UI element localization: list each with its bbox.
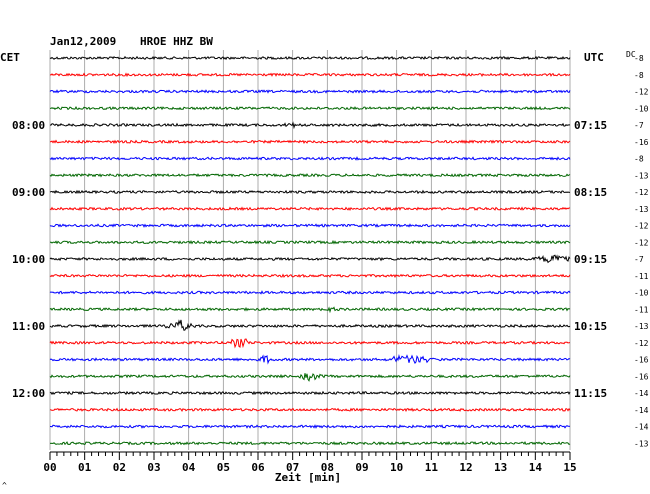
dc-offset-label: -12: [634, 222, 649, 231]
trace-row: [50, 139, 571, 145]
dc-offset-label: -7: [634, 255, 644, 264]
trace-row: [49, 440, 571, 446]
x-tick-label: 13: [494, 461, 507, 474]
dc-offset-label: -8: [634, 71, 644, 80]
left-time-label: 11:00: [12, 320, 45, 333]
dc-offset-label: -12: [634, 339, 649, 348]
x-tick-label: 03: [147, 461, 160, 474]
minute-grid: [49, 50, 571, 450]
trace-row: [49, 373, 571, 382]
x-tick-label: 04: [182, 461, 196, 474]
x-tick-label: 06: [251, 461, 265, 474]
right-time-label: 07:15: [574, 119, 607, 132]
footer-mark: ^: [2, 481, 7, 490]
trace-row: [49, 354, 571, 365]
x-tick-label: 14: [529, 461, 543, 474]
trace-row: [49, 290, 571, 295]
trace-row: [49, 121, 571, 130]
dc-offset-label: -11: [634, 272, 649, 281]
trace-row: [49, 72, 571, 78]
left-time-label: 12:00: [12, 387, 45, 400]
dc-offset-label: -7: [634, 121, 644, 130]
dc-offset-label: -16: [634, 356, 649, 365]
dc-offset-label: -16: [634, 138, 649, 147]
x-tick-label: 05: [217, 461, 230, 474]
dc-offset-label: -13: [634, 205, 649, 214]
dc-label: DC: [626, 50, 636, 59]
station-label: HROE HHZ BW: [140, 35, 213, 48]
trace-row: [49, 173, 571, 178]
x-axis-title: Zeit [min]: [275, 471, 341, 484]
trace-row: [49, 319, 571, 331]
trace-row: [49, 206, 570, 212]
x-tick-label: 11: [425, 461, 439, 474]
dc-offset-label: -14: [634, 406, 649, 415]
dc-offset-label: -10: [634, 104, 649, 113]
trace-row: [49, 254, 571, 264]
dc-offset-label: -10: [634, 289, 649, 298]
left-time-labels: 08:00 09:00 10:00 11:00 12:00: [12, 119, 45, 400]
trace-row: [49, 338, 571, 349]
x-tick-label: 10: [390, 461, 403, 474]
left-time-label: 08:00: [12, 119, 45, 132]
trace-row: [49, 407, 571, 413]
trace-row: [50, 424, 571, 429]
x-tick-label: 08: [321, 461, 334, 474]
trace-row: [49, 390, 571, 396]
x-tick-label: 12: [459, 461, 472, 474]
trace-row: [49, 189, 571, 195]
dc-offset-label: -13: [634, 322, 649, 331]
trace-row: [49, 273, 571, 278]
right-timezone-label: UTC: [584, 51, 604, 64]
x-tick-label: 15: [563, 461, 576, 474]
left-time-label: 09:00: [12, 186, 45, 199]
dc-offset-label: -13: [634, 171, 649, 180]
trace-row: [49, 239, 571, 245]
right-time-label: 11:15: [574, 387, 607, 400]
dc-offset-label: -8: [634, 54, 644, 63]
dc-offset-label: -12: [634, 188, 649, 197]
trace-row: [49, 156, 571, 161]
x-tick-label: 01: [78, 461, 92, 474]
seismogram-traces: [49, 55, 571, 446]
dc-offset-label: -14: [634, 389, 649, 398]
left-timezone-label: CET: [0, 51, 20, 64]
right-time-labels: 07:15 08:15 09:15 10:15 11:15: [574, 119, 607, 400]
dc-offset-label: -11: [634, 305, 649, 314]
dc-offset-label: -8: [634, 155, 644, 164]
x-tick-label: 07: [286, 461, 299, 474]
dc-offset-labels: -8 -8 -12 -10 -7 -16 -8 -13 -12 -13 -12 -12 -7 -11 -10…: [634, 54, 649, 448]
trace-row: [49, 306, 571, 314]
trace-row: [49, 223, 571, 228]
x-tick-label: 02: [113, 461, 126, 474]
x-tick-label: 00: [43, 461, 56, 474]
dc-offset-label: -14: [634, 423, 649, 432]
trace-row: [49, 55, 571, 61]
dc-offset-label: -12: [634, 88, 649, 97]
dc-offset-label: -16: [634, 372, 649, 381]
right-time-label: 10:15: [574, 320, 607, 333]
dc-offset-label: -12: [634, 238, 649, 247]
right-time-label: 09:15: [574, 253, 607, 266]
left-time-label: 10:00: [12, 253, 45, 266]
right-time-label: 08:15: [574, 186, 607, 199]
dc-offset-label: -13: [634, 439, 649, 448]
date-label: Jan12,2009: [50, 35, 116, 48]
trace-row: [49, 89, 571, 94]
trace-row: [49, 105, 571, 111]
x-axis: 00 01 02 03 04 05 06 07 08 09 10 11 12 13 14 15: [43, 451, 577, 474]
x-tick-label: 09: [355, 461, 368, 474]
